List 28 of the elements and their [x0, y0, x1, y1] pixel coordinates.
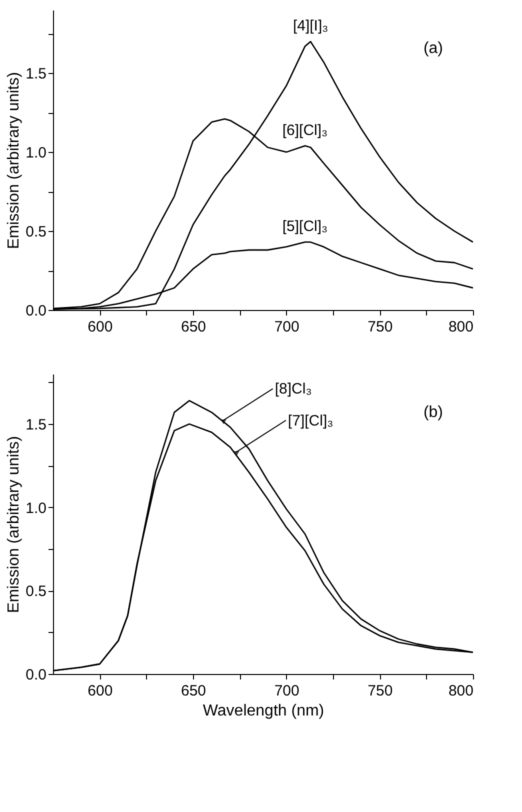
annotation: (a)	[423, 40, 443, 57]
annotation: [6][Cl]₃	[282, 122, 328, 139]
y-axis-title: Emission (arbitrary units)	[6, 72, 23, 249]
x-tick-label: 800	[448, 318, 474, 336]
y-tick-label: 0.5	[26, 224, 46, 241]
x-tick-label: 600	[88, 682, 113, 700]
x-tick-label: 750	[368, 318, 393, 336]
annotation: (b)	[423, 404, 443, 421]
annotation: [4][I]₃	[292, 18, 328, 35]
x-tick-label: 750	[368, 682, 393, 700]
x-tick-label: 650	[180, 682, 206, 700]
y-tick-label: 1.0	[26, 144, 46, 162]
annotation: [8]Cl₃	[274, 380, 312, 398]
x-tick-label: 700	[274, 682, 300, 700]
y-tick-label: 0.0	[26, 302, 46, 320]
y-tick-label: 1.0	[26, 500, 46, 517]
y-tick-label: 0.5	[26, 583, 46, 600]
x-tick-label: 600	[88, 318, 113, 336]
x-tick-label: 700	[274, 318, 300, 336]
y-axis-title: Emission (arbitrary units)	[6, 436, 23, 613]
annotation: [7][Cl]₃	[288, 412, 334, 430]
y-tick-label: 1.5	[26, 416, 46, 434]
x-tick-label: 650	[180, 318, 206, 336]
y-tick-label: 1.5	[26, 66, 46, 83]
y-tick-label: 0.0	[26, 666, 46, 684]
x-axis-title: Wavelength (nm)	[202, 702, 324, 720]
annotation: [5][Cl]₃	[282, 218, 328, 236]
x-tick-label: 800	[448, 682, 474, 700]
